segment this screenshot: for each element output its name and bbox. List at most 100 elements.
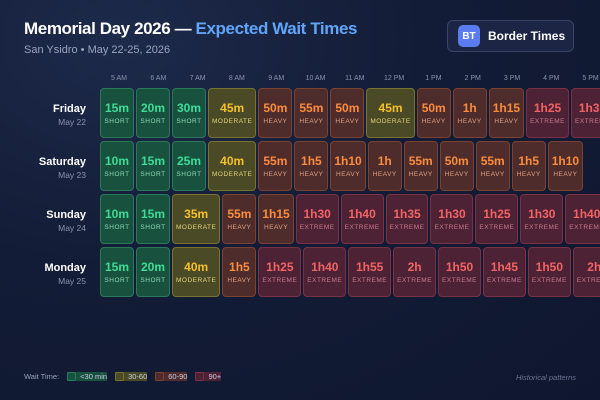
wait-cell[interactable]: 30m SHORT: [172, 88, 206, 138]
wait-cell[interactable]: 1h25 EXTREME: [258, 247, 302, 297]
wait-cell[interactable]: 15m SHORT: [136, 141, 170, 191]
wait-cell[interactable]: 1h HEAVY: [367, 141, 402, 191]
wait-cell[interactable]: 45m MODERATE: [366, 88, 415, 138]
wait-cell[interactable]: 1h5 HEAVY: [294, 141, 329, 191]
wait-cell[interactable]: 50m HEAVY: [439, 141, 474, 191]
wait-level: HEAVY: [421, 118, 446, 125]
wait-level: EXTREME: [531, 277, 567, 284]
day-name: Monday: [44, 262, 86, 274]
wait-time: 1h5: [301, 154, 322, 168]
wait-cell[interactable]: 10m SHORT: [100, 141, 134, 191]
wait-cell[interactable]: 1h35 EXTREME: [385, 194, 429, 244]
wait-cell[interactable]: 1h40 EXTREME: [565, 194, 600, 244]
hour-label: 1 PM: [425, 75, 442, 82]
wait-time: 45m: [220, 101, 245, 115]
wait-cell[interactable]: 50m HEAVY: [330, 88, 365, 138]
wait-level: HEAVY: [299, 118, 324, 125]
wait-level: EXTREME: [389, 224, 425, 231]
wait-time: 2h: [407, 260, 422, 274]
wait-time: 1h30: [303, 207, 331, 221]
wait-time: 1h55: [355, 260, 384, 274]
day-date: May 25: [58, 276, 86, 286]
wait-time: 50m: [335, 101, 360, 115]
wait-cell[interactable]: 50m HEAVY: [258, 88, 293, 138]
wait-cell[interactable]: 35m MODERATE: [172, 194, 221, 244]
wait-level: EXTREME: [299, 224, 335, 231]
wait-cell[interactable]: 55m HEAVY: [258, 141, 293, 191]
wait-cell[interactable]: 1h10 HEAVY: [330, 141, 366, 191]
wait-cell[interactable]: 1h45 EXTREME: [482, 247, 526, 297]
wait-cell[interactable]: 10m SHORT: [100, 194, 134, 244]
wait-time: 1h50: [445, 260, 474, 274]
wait-cell[interactable]: 2h EXTREME: [393, 247, 437, 297]
wait-level: SHORT: [176, 171, 202, 178]
wait-cell[interactable]: 1h5 HEAVY: [222, 247, 257, 297]
wait-cell[interactable]: 1h30 EXTREME: [430, 194, 474, 244]
brand-badge[interactable]: BT Border Times: [447, 20, 574, 52]
wait-time: 55m: [408, 154, 433, 168]
wait-cell[interactable]: 1h50 EXTREME: [438, 247, 481, 297]
wait-cell[interactable]: 20m SHORT: [136, 247, 170, 297]
wait-cell[interactable]: 55m HEAVY: [403, 141, 438, 191]
wait-level: EXTREME: [442, 277, 477, 284]
wait-cell[interactable]: 20m SHORT: [136, 88, 170, 138]
wait-level: SHORT: [104, 277, 130, 284]
wait-cell[interactable]: 1h25 EXTREME: [475, 194, 519, 244]
wait-level: MODERATE: [212, 171, 253, 178]
wait-cell[interactable]: 1h40 EXTREME: [340, 194, 384, 244]
day-date: May 24: [58, 223, 86, 233]
wait-cell[interactable]: 1h55 EXTREME: [348, 247, 392, 297]
wait-cell[interactable]: 15m SHORT: [100, 88, 134, 138]
wait-time: 40m: [184, 260, 209, 274]
cell-strip: 10m SHORT 15m SHORT 25m SHORT 40m MODERATE 55m HE…: [100, 141, 584, 191]
wait-time: 15m: [104, 101, 130, 115]
wait-cell[interactable]: 45m MODERATE: [208, 88, 257, 138]
wait-level: HEAVY: [372, 171, 397, 178]
wait-level: EXTREME: [576, 277, 600, 284]
wait-cell[interactable]: 1h40 EXTREME: [303, 247, 347, 297]
wait-cell[interactable]: 1h50 EXTREME: [527, 247, 571, 297]
wait-cell[interactable]: 1h25 EXTREME: [526, 88, 569, 138]
hour-label: 5 AM: [111, 75, 127, 82]
legend-item: <30 min: [67, 372, 108, 381]
wait-cell[interactable]: 2h EXTREME: [572, 247, 600, 297]
wait-cell[interactable]: 55m HEAVY: [222, 194, 257, 244]
wait-level: HEAVY: [516, 171, 541, 178]
brand-icon: BT: [458, 25, 480, 47]
legend-swatch: [67, 372, 77, 381]
wait-cell[interactable]: 1h15 HEAVY: [258, 194, 294, 244]
wait-cell[interactable]: 1h30 EXTREME: [295, 194, 339, 244]
wait-cell[interactable]: 25m SHORT: [172, 141, 206, 191]
wait-cell[interactable]: 40m MODERATE: [208, 141, 257, 191]
legend-label: 30-60: [128, 372, 148, 381]
day-name: Friday: [52, 103, 86, 115]
legend-item: 60-90: [155, 372, 188, 381]
wait-level: EXTREME: [575, 118, 600, 125]
legend-swatch: [155, 372, 165, 381]
wait-cell[interactable]: 55m HEAVY: [294, 88, 329, 138]
brand-label: Border Times: [488, 29, 566, 43]
wait-cell[interactable]: 1h HEAVY: [452, 88, 487, 138]
wait-level: MODERATE: [176, 224, 217, 231]
wait-cell[interactable]: 1h35 EXTREME: [571, 88, 600, 138]
hour-label: 4 PM: [543, 75, 560, 82]
wait-time: 1h25: [483, 207, 511, 221]
wait-time: 1h: [377, 154, 392, 168]
wait-cell[interactable]: 1h10 HEAVY: [547, 141, 584, 191]
day-row: Sunday May 24 10m SHORT 15m SHORT 35m MODERATE 5…: [0, 194, 600, 244]
legend-label: 60-90: [168, 372, 188, 381]
wait-cell[interactable]: 1h15 HEAVY: [488, 88, 525, 138]
legend-label: <30 min: [80, 372, 108, 381]
wait-time: 35m: [184, 207, 209, 221]
wait-cell[interactable]: 15m SHORT: [100, 247, 134, 297]
legend-swatch: [195, 372, 205, 381]
wait-cell[interactable]: 1h30 EXTREME: [520, 194, 564, 244]
wait-level: HEAVY: [494, 118, 519, 125]
wait-cell[interactable]: 1h5 HEAVY: [511, 141, 546, 191]
subtitle: San Ysidro • May 22-25, 2026: [24, 44, 171, 56]
wait-time: 1h40: [573, 207, 600, 221]
wait-cell[interactable]: 15m SHORT: [136, 194, 170, 244]
wait-cell[interactable]: 55m HEAVY: [475, 141, 510, 191]
wait-cell[interactable]: 50m HEAVY: [416, 88, 451, 138]
wait-cell[interactable]: 40m MODERATE: [172, 247, 221, 297]
